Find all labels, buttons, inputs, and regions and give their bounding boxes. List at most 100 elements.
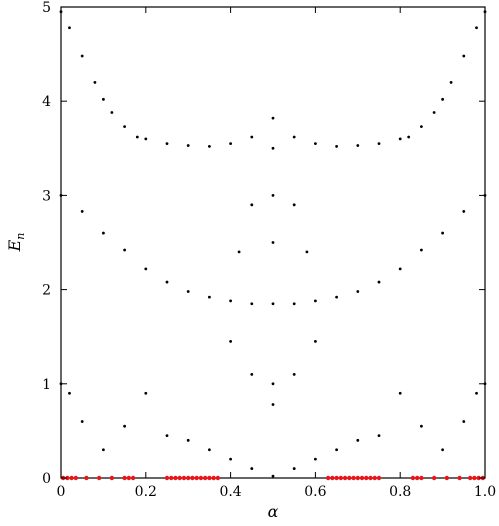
- y-axis-label: En: [5, 233, 27, 253]
- spectrum-point: [335, 448, 338, 452]
- spectrum-point: [93, 80, 97, 84]
- spectrum-point: [144, 391, 148, 395]
- spectrum-point: [356, 144, 360, 147]
- y-tick-label: 2: [42, 283, 51, 299]
- spectrum-point: [407, 135, 411, 139]
- x-tick-label: 0: [57, 484, 66, 500]
- spectrum-point: [144, 267, 148, 271]
- spectrum-point: [229, 457, 233, 461]
- zero-energy-point: [476, 475, 481, 481]
- zero-energy-point: [84, 475, 89, 481]
- spectrum-point: [80, 420, 84, 423]
- zero-energy-point: [368, 475, 373, 481]
- zero-energy-point: [334, 475, 339, 481]
- zero-energy-point: [126, 475, 132, 481]
- x-tick-label: 1.0: [474, 484, 496, 500]
- y-tick-label: 3: [42, 188, 51, 204]
- spectrum-point: [271, 474, 275, 478]
- spectrum-point: [398, 267, 402, 271]
- spectrum-point: [305, 250, 309, 254]
- zero-energy-point: [467, 475, 473, 481]
- spectrum-point: [377, 142, 381, 145]
- zero-energy-point: [181, 475, 187, 481]
- zero-energy-point: [215, 475, 221, 481]
- spectrum-point: [271, 302, 275, 306]
- zero-energy-point: [207, 475, 212, 481]
- zero-energy-point: [431, 475, 437, 481]
- x-tick-label: 0.6: [304, 484, 326, 500]
- spectrum-point: [68, 26, 71, 30]
- zero-energy-point: [109, 475, 115, 481]
- zero-energy-point: [177, 475, 182, 481]
- spectrum-point: [420, 125, 423, 129]
- spectrum-point: [292, 135, 296, 139]
- zero-energy-point: [364, 475, 369, 481]
- spectrum-point: [292, 302, 296, 306]
- x-tick-label: 0.4: [219, 484, 241, 500]
- spectrum-point: [237, 250, 241, 254]
- spectrum-point: [250, 302, 254, 306]
- spectrum-point: [462, 54, 466, 58]
- spectrum-point: [462, 210, 466, 213]
- spectrum-point: [420, 424, 423, 428]
- spectrum-point: [292, 467, 296, 470]
- zero-energy-point: [173, 475, 178, 481]
- spectrum-point: [398, 137, 402, 141]
- zero-energy-point: [96, 475, 102, 481]
- zero-energy-point: [414, 475, 420, 481]
- spectrum-point: [229, 142, 233, 145]
- spectrum-point: [186, 144, 190, 147]
- zero-energy-point: [372, 475, 377, 481]
- spectrum-point: [165, 434, 169, 438]
- zero-energy-point: [73, 475, 79, 481]
- spectrum-point: [250, 372, 254, 376]
- spectrum-point: [356, 290, 360, 293]
- zero-energy-point: [410, 475, 416, 481]
- zero-energy-point: [122, 475, 127, 481]
- spectrum-point: [186, 290, 190, 293]
- zero-energy-point: [342, 475, 348, 481]
- spectrum-point: [102, 448, 105, 452]
- spectrum-point: [314, 299, 317, 303]
- y-tick-label: 0: [42, 471, 51, 487]
- zero-energy-point: [351, 475, 356, 481]
- spectrum-point: [208, 448, 211, 452]
- zero-energy-point: [376, 475, 382, 481]
- spectrum-point: [144, 137, 148, 141]
- spectrum-point: [271, 194, 275, 197]
- data-marks: [59, 10, 487, 481]
- zero-energy-point: [65, 475, 70, 481]
- spectrum-point: [80, 210, 84, 213]
- spectrum-point: [314, 340, 317, 343]
- zero-energy-point: [419, 475, 424, 481]
- zero-energy-point: [186, 475, 191, 481]
- spectrum-point: [441, 448, 444, 452]
- zero-energy-point: [325, 475, 331, 481]
- spectrum-point: [110, 111, 114, 114]
- zero-energy-point: [444, 475, 450, 481]
- spectrum-point: [314, 457, 317, 461]
- zero-energy-point: [457, 475, 462, 481]
- spectrum-point: [250, 135, 254, 139]
- y-tick-label: 4: [42, 94, 51, 110]
- spectrum-point: [165, 142, 169, 145]
- spectrum-point: [229, 340, 233, 343]
- x-tick-label: 0.8: [389, 484, 411, 500]
- plot-frame: [60, 6, 486, 479]
- spectrum-point: [123, 424, 126, 428]
- y-tick-label: 5: [42, 0, 51, 16]
- spectrum-point: [250, 203, 254, 207]
- zero-energy-point: [211, 475, 216, 481]
- zero-energy-point: [347, 475, 352, 481]
- zero-energy-point: [194, 475, 199, 481]
- spectrum-point: [271, 116, 275, 120]
- zero-energy-point: [164, 475, 170, 481]
- spectrum-point: [68, 391, 71, 395]
- spectrum-point: [271, 403, 275, 406]
- zero-energy-point: [202, 475, 208, 481]
- spectrum-point: [135, 135, 139, 139]
- zero-energy-point: [338, 475, 344, 481]
- spectrum-point: [335, 295, 338, 299]
